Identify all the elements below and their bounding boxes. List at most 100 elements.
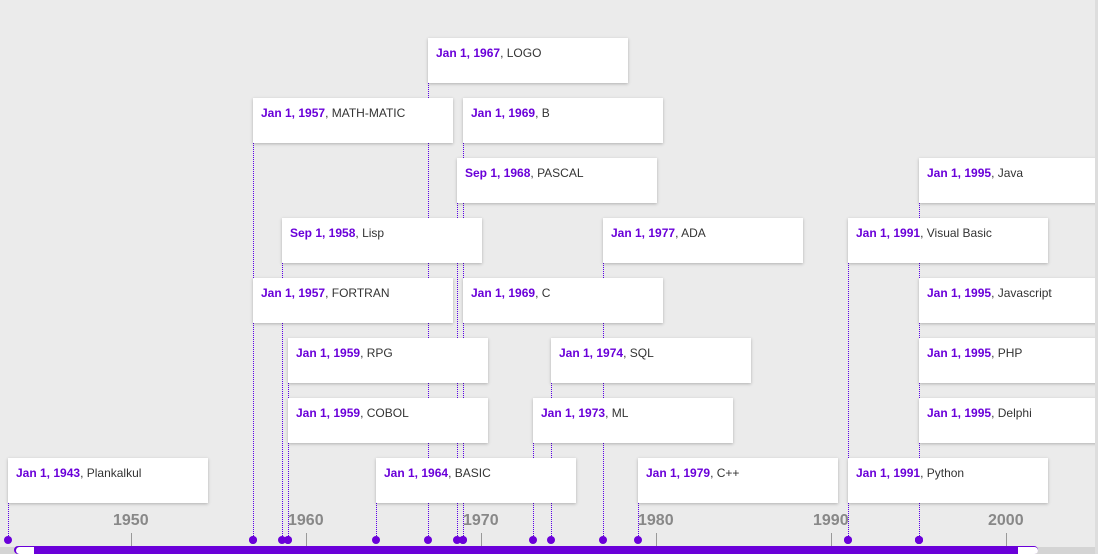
event-separator: , (355, 226, 363, 240)
axis-tick (131, 533, 132, 548)
axis-year-label: 1990 (813, 512, 849, 529)
event-separator: , (500, 46, 507, 60)
event-card[interactable]: Jan 1, 1995, Java (919, 158, 1098, 203)
event-card[interactable]: Sep 1, 1968, PASCAL (457, 158, 657, 203)
event-marker-dot[interactable] (547, 536, 555, 544)
event-connector-line (848, 503, 849, 540)
event-marker-dot[interactable] (459, 536, 467, 544)
event-date: Jan 1, 1967 (436, 46, 501, 60)
timeline-scrollbar-thumb[interactable] (14, 546, 1038, 554)
axis-tick (831, 533, 832, 548)
event-card[interactable]: Jan 1, 1959, RPG (288, 338, 488, 383)
event-card[interactable]: Jan 1, 1974, SQL (551, 338, 751, 383)
event-marker-dot[interactable] (4, 536, 12, 544)
event-date: Jan 1, 1964 (384, 466, 449, 480)
event-title: FORTRAN (331, 286, 390, 300)
scrollbar-left-handle[interactable] (16, 547, 34, 554)
event-card[interactable]: Jan 1, 1959, COBOL (288, 398, 488, 443)
event-date: Jan 1, 1995 (927, 286, 992, 300)
event-date: Jan 1, 1977 (611, 226, 676, 240)
axis-tick (306, 533, 307, 548)
axis-year-label: 1970 (463, 512, 499, 529)
event-card[interactable]: Jan 1, 1957, FORTRAN (253, 278, 453, 323)
event-marker-dot[interactable] (284, 536, 292, 544)
event-title: Javascript (997, 286, 1052, 300)
event-card[interactable]: Jan 1, 1991, Visual Basic (848, 218, 1048, 263)
event-marker-dot[interactable] (453, 536, 461, 544)
event-marker-dot[interactable] (278, 536, 286, 544)
event-card[interactable]: Jan 1, 1957, MATH-MATIC (253, 98, 453, 143)
event-title: PASCAL (537, 166, 584, 180)
event-connector-line (253, 323, 254, 540)
event-card[interactable]: Jan 1, 1995, Delphi (919, 398, 1098, 443)
event-date: Jan 1, 1957 (261, 106, 326, 120)
event-title: ADA (681, 226, 706, 240)
event-card[interactable]: Jan 1, 1977, ADA (603, 218, 803, 263)
event-card[interactable]: Jan 1, 1967, LOGO (428, 38, 628, 83)
event-separator: , (991, 346, 998, 360)
event-marker-dot[interactable] (424, 536, 432, 544)
event-date: Sep 1, 1968 (465, 166, 531, 180)
event-title: B (541, 106, 550, 120)
event-title: RPG (366, 346, 393, 360)
event-connector-line (638, 503, 639, 540)
window-scrollbar[interactable] (1095, 0, 1098, 554)
event-marker-dot[interactable] (249, 536, 257, 544)
event-title: Lisp (362, 226, 385, 240)
event-date: Jan 1, 1979 (646, 466, 711, 480)
event-separator: , (991, 166, 998, 180)
event-title: SQL (629, 346, 654, 360)
event-marker-dot[interactable] (634, 536, 642, 544)
scrollbar-right-handle[interactable] (1018, 547, 1038, 554)
axis-tick (481, 533, 482, 548)
event-date: Jan 1, 1991 (856, 466, 921, 480)
event-separator: , (991, 286, 998, 300)
event-card[interactable]: Jan 1, 1973, ML (533, 398, 733, 443)
event-separator: , (530, 166, 538, 180)
event-card[interactable]: Jan 1, 1969, C (463, 278, 663, 323)
event-card[interactable]: Jan 1, 1995, PHP (919, 338, 1098, 383)
event-date: Jan 1, 1969 (471, 286, 536, 300)
event-card[interactable]: Jan 1, 1969, B (463, 98, 663, 143)
event-separator: , (920, 226, 927, 240)
axis-tick (1006, 533, 1007, 548)
event-card[interactable]: Jan 1, 1991, Python (848, 458, 1048, 503)
event-date: Jan 1, 1991 (856, 226, 921, 240)
event-marker-dot[interactable] (599, 536, 607, 544)
event-date: Jan 1, 1959 (296, 406, 361, 420)
event-card[interactable]: Jan 1, 1995, Javascript (919, 278, 1098, 323)
event-separator: , (535, 286, 542, 300)
axis-year-label: 2000 (988, 512, 1024, 529)
event-title: BASIC (454, 466, 491, 480)
event-connector-line (282, 263, 283, 540)
event-title: Visual Basic (926, 226, 992, 240)
event-date: Jan 1, 1943 (16, 466, 81, 480)
event-card[interactable]: Jan 1, 1943, Plankalkul (8, 458, 208, 503)
event-date: Jan 1, 1959 (296, 346, 361, 360)
event-title: C++ (716, 466, 740, 480)
event-card[interactable]: Jan 1, 1964, BASIC (376, 458, 576, 503)
event-title: Delphi (997, 406, 1032, 420)
event-separator: , (710, 466, 717, 480)
event-connector-line (288, 443, 289, 540)
event-title: C (541, 286, 551, 300)
axis-year-label: 1960 (288, 512, 324, 529)
event-marker-dot[interactable] (915, 536, 923, 544)
event-connector-line (376, 503, 377, 540)
event-title: PHP (997, 346, 1023, 360)
event-marker-dot[interactable] (372, 536, 380, 544)
event-marker-dot[interactable] (529, 536, 537, 544)
event-separator: , (605, 406, 612, 420)
event-title: Python (926, 466, 965, 480)
event-date: Jan 1, 1974 (559, 346, 624, 360)
event-title: Plankalkul (86, 466, 142, 480)
event-title: LOGO (506, 46, 542, 60)
event-title: MATH-MATIC (331, 106, 406, 120)
event-card[interactable]: Sep 1, 1958, Lisp (282, 218, 482, 263)
event-title: Java (997, 166, 1024, 180)
event-separator: , (535, 106, 542, 120)
event-marker-dot[interactable] (844, 536, 852, 544)
event-date: Jan 1, 1957 (261, 286, 326, 300)
event-card[interactable]: Jan 1, 1979, C++ (638, 458, 838, 503)
event-connector-line (848, 263, 849, 540)
